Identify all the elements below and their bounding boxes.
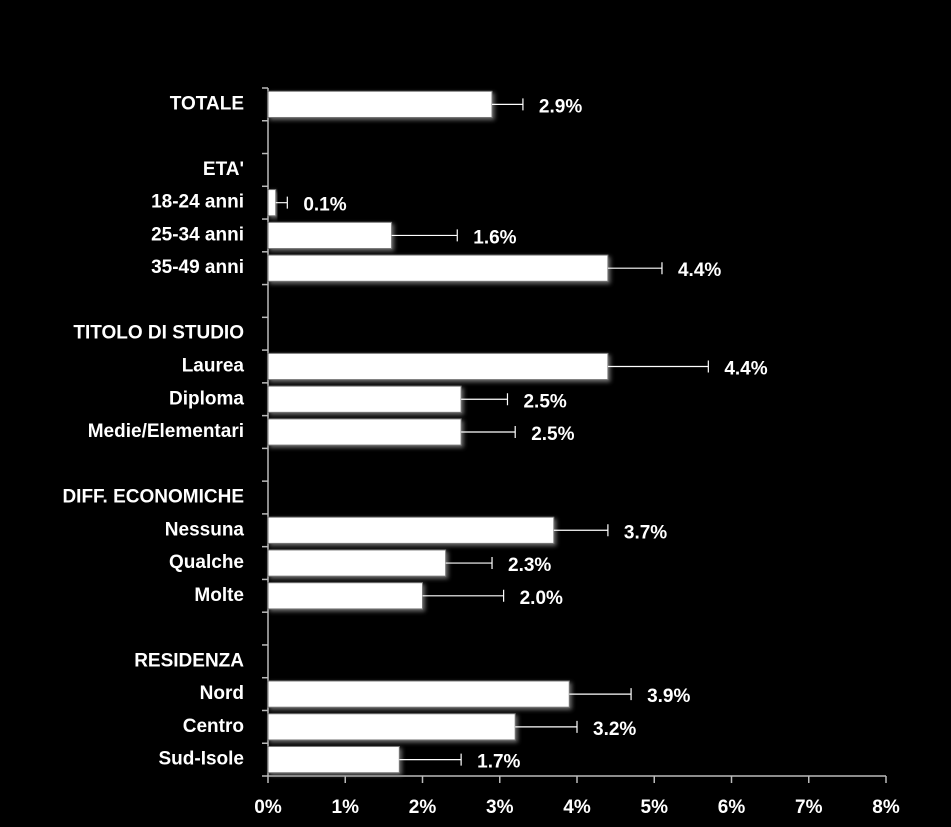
data-label: 0.1% bbox=[303, 195, 346, 216]
data-label: 2.0% bbox=[520, 588, 563, 609]
y-tick-label: Molte bbox=[194, 585, 244, 606]
data-label: 1.7% bbox=[477, 752, 520, 773]
y-tick-label: 35-49 anni bbox=[151, 257, 244, 278]
error-bar bbox=[607, 262, 663, 275]
data-label: 3.2% bbox=[593, 719, 636, 740]
bar bbox=[267, 221, 393, 250]
x-tick-label: 6% bbox=[718, 797, 746, 818]
data-label: 2.5% bbox=[523, 391, 566, 412]
x-tick-label: 4% bbox=[563, 797, 591, 818]
error-bar bbox=[391, 229, 458, 242]
error-bar bbox=[275, 196, 288, 209]
bar bbox=[267, 746, 400, 774]
x-tick-label: 7% bbox=[795, 797, 823, 818]
error-bar bbox=[553, 524, 609, 537]
error-bar bbox=[515, 720, 578, 733]
y-tick-label: TITOLO DI STUDIO bbox=[73, 323, 244, 344]
bar bbox=[267, 582, 423, 610]
y-tick-label: TOTALE bbox=[170, 93, 244, 114]
error-bar bbox=[607, 360, 709, 373]
bar bbox=[267, 189, 277, 217]
data-label: 1.6% bbox=[473, 227, 516, 248]
y-tick-label: Nessuna bbox=[165, 519, 245, 540]
y-tick-label: Nord bbox=[200, 683, 244, 704]
bar bbox=[267, 713, 516, 741]
x-tick-label: 8% bbox=[872, 797, 900, 818]
y-tick-label: Medie/Elementari bbox=[88, 421, 244, 442]
data-label: 3.9% bbox=[647, 686, 690, 707]
data-label: 2.3% bbox=[508, 555, 551, 576]
y-tick-label: Laurea bbox=[182, 355, 245, 376]
bar bbox=[267, 680, 570, 708]
data-label: 2.5% bbox=[531, 424, 574, 445]
data-label: 2.9% bbox=[539, 96, 582, 117]
x-tick-label: 2% bbox=[409, 797, 437, 818]
bar bbox=[267, 352, 609, 381]
error-bar bbox=[399, 753, 462, 766]
y-tick-label: 18-24 anni bbox=[151, 192, 244, 213]
data-label: 3.7% bbox=[624, 522, 667, 543]
y-tick-label: Diploma bbox=[169, 388, 244, 409]
x-tick-label: 3% bbox=[486, 797, 514, 818]
x-tick-label: 0% bbox=[254, 797, 282, 818]
data-label: 4.4% bbox=[724, 358, 767, 379]
error-bar bbox=[461, 393, 509, 406]
error-bar bbox=[492, 98, 524, 111]
bar bbox=[267, 254, 609, 282]
error-bar bbox=[461, 426, 516, 438]
error-bar bbox=[422, 589, 505, 602]
x-tick-label: 1% bbox=[332, 797, 360, 818]
bar bbox=[267, 418, 462, 446]
y-tick-label: 25-34 anni bbox=[151, 224, 244, 245]
error-bar bbox=[445, 557, 493, 570]
bar bbox=[267, 385, 462, 413]
y-tick-label: ETA' bbox=[203, 159, 244, 180]
bar bbox=[267, 90, 493, 118]
error-bar bbox=[569, 688, 632, 701]
y-tick-label: Centro bbox=[183, 716, 244, 737]
y-tick-label: RESIDENZA bbox=[134, 650, 244, 671]
x-tick-label: 5% bbox=[641, 797, 669, 818]
y-tick-label: Qualche bbox=[169, 552, 244, 573]
bar bbox=[267, 516, 555, 544]
bar bbox=[267, 549, 447, 577]
data-label: 4.4% bbox=[678, 260, 721, 281]
y-tick-label: DIFF. ECONOMICHE bbox=[62, 487, 244, 508]
y-tick-label: Sud-Isole bbox=[158, 749, 244, 770]
